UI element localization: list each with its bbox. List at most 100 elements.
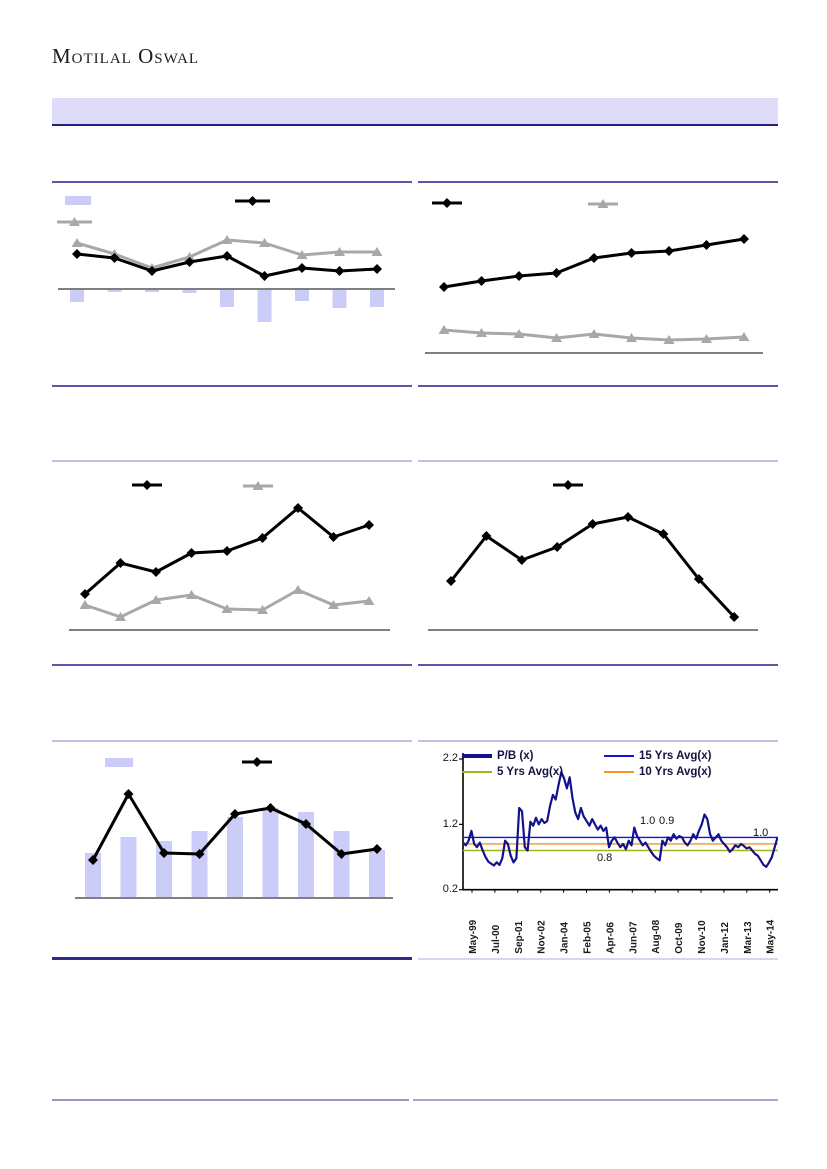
chart-mid-left-canvas [69,480,390,631]
x-axis-label: Jan-12 [720,922,731,954]
diamond-marker [328,532,339,542]
triangle-marker [701,334,712,343]
bar [262,808,279,898]
bar [370,289,384,307]
x-axis-label: May-14 [766,919,777,953]
triangle-marker [79,600,91,609]
triangle-marker [438,325,450,334]
pb-ytick-bottom: 0.2 [442,883,458,895]
bar [107,289,122,292]
chart-mid-left [52,460,412,666]
diamond-marker [439,282,449,292]
diamond-marker [115,558,126,568]
legend-item-15yr-avg: 15 Yrs Avg(x) [604,750,711,762]
diamond-marker [259,271,270,281]
diamond-marker [257,533,268,543]
diamond-marker [701,240,712,250]
diamond-marker [123,789,134,799]
diamond-marker [658,529,669,539]
diamond-marker [72,249,82,259]
triangle-marker [221,235,233,244]
diamond-marker [372,264,382,274]
triangle-marker [252,481,264,490]
chart-pb-canvas: May-99 Jul-00 Sep-01 Nov-02 Jan-04 Feb-05 Apr-… [459,753,778,954]
triangle-marker [296,250,308,259]
x-axis-label: Oct-09 [674,922,685,954]
pb-series-line [462,771,778,868]
diamond-marker [623,512,633,522]
diamond-marker [194,849,205,859]
triangle-marker [513,329,525,338]
diamond-marker [516,555,527,565]
x-axis-label: Feb-05 [583,921,594,954]
diamond-marker [247,196,258,206]
diamond-marker [252,757,262,767]
diamond-marker [446,576,456,586]
diamond-marker [151,567,161,577]
bar [295,289,309,301]
diamond-marker [693,574,704,584]
bar [145,289,159,292]
triangle-marker [663,335,675,344]
x-axis-label: Sep-01 [514,920,525,953]
x-axis-label: Jan-04 [560,922,571,954]
bar [332,289,347,308]
diamond-marker [336,849,347,859]
diamond-marker [142,480,152,490]
pb-ytick-mid: 1.2 [442,818,458,830]
diamond-marker [301,819,311,829]
legend-label-pb: P/B (x) [497,750,534,762]
triangle-marker [221,604,233,613]
chart-top-left-canvas [57,196,395,322]
x-axis-label: Jul-00 [491,924,502,953]
triangle-marker [115,612,126,621]
diamond-marker [147,266,157,276]
chart-bottom-left [52,740,412,960]
triangle-marker [334,247,345,256]
triangle-marker [588,329,600,338]
bar [191,831,208,898]
bar [369,850,385,898]
x-axis-label: Apr-06 [605,922,616,954]
diamond-marker [159,848,169,858]
diamond-marker [551,268,562,278]
triangle-marker [597,199,609,208]
diamond-marker [372,844,382,854]
section-banner [52,98,778,126]
diamond-marker [729,612,740,622]
diamond-marker [587,519,598,529]
legend-label-10yr-avg: 10 Yrs Avg(x) [639,766,712,778]
chart-mid-right-canvas [428,480,758,631]
pb-annotation-15yr: 1.0 [640,815,656,827]
triangle-marker [186,590,197,599]
diamond-marker [334,266,345,276]
diamond-marker [293,503,303,513]
diamond-marker [265,803,276,813]
bar [220,289,234,307]
x-axis-label: Mar-13 [743,921,754,954]
bar [227,817,243,898]
bar [182,289,197,293]
diamond-marker [552,542,563,552]
triangle-marker [738,332,750,341]
diamond-marker [364,520,374,530]
triangle-marker [363,596,375,605]
legend-swatch-pb [462,754,492,758]
legend-swatch-15yr-avg [604,755,634,757]
diamond-marker [88,855,98,865]
diamond-marker [230,809,240,819]
chart-pb-valuation: May-99 Jul-00 Sep-01 Nov-02 Jan-04 Feb-05 Apr-… [418,740,778,960]
diamond-marker [222,251,232,261]
triangle-marker [292,585,304,594]
bar [298,812,314,898]
chart-top-right-canvas [425,198,763,354]
diamond-marker [442,198,452,208]
footer-rule-right [413,1099,778,1101]
x-axis-label: Nov-02 [537,920,548,954]
legend-label-5yr-avg: 5 Yrs Avg(x) [497,766,564,778]
diamond-marker [563,480,573,490]
x-axis-label: Aug-08 [651,919,662,953]
pb-annotation-5yr: 0.8 [597,852,613,864]
pb-annotation-10yr: 0.9 [659,815,675,827]
series-line [449,515,736,619]
